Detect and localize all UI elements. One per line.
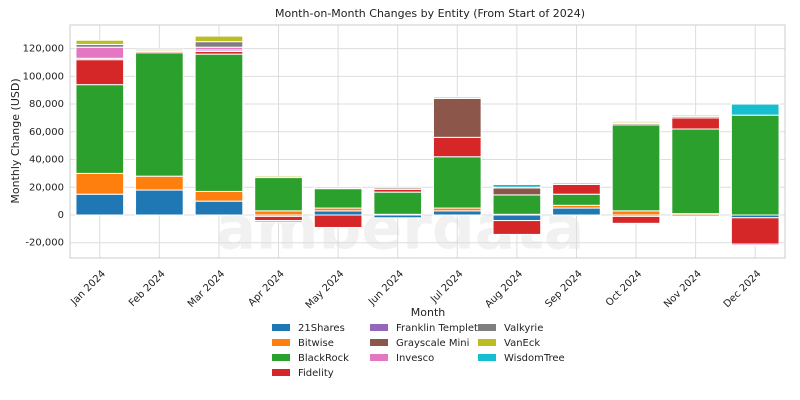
bar-segment <box>492 187 542 196</box>
bar-segment <box>492 220 542 235</box>
x-tick-label: Sep 2024 <box>543 268 584 309</box>
bar-segment <box>75 172 125 195</box>
x-tick-label: Feb 2024 <box>127 268 168 309</box>
bar-segment <box>313 210 363 216</box>
bar-segment <box>254 220 303 223</box>
bar-segment <box>492 214 542 222</box>
legend-swatch <box>370 354 388 361</box>
x-tick-label: May 2024 <box>304 268 347 311</box>
legend-label: BlackRock <box>298 353 349 364</box>
bar-segment <box>194 53 244 192</box>
bar-segment <box>730 217 780 245</box>
plot-frame <box>69 24 786 259</box>
bar-segment <box>432 96 482 100</box>
bar-segment <box>254 175 303 179</box>
legend-label: Fidelity <box>298 368 334 379</box>
bar-segment <box>194 200 244 216</box>
legend-swatch <box>478 339 496 346</box>
legend-label: Grayscale Mini <box>396 338 469 349</box>
x-tick-label: Nov 2024 <box>662 268 704 310</box>
bar-segment <box>135 52 184 177</box>
bar-segment <box>730 114 780 216</box>
bar-segment <box>730 103 780 116</box>
bar-segment <box>254 210 303 216</box>
y-tick-label: 0 <box>58 210 64 221</box>
bar-segment <box>492 194 542 215</box>
legend-label: VanEck <box>504 338 540 349</box>
legend-swatch <box>370 324 388 331</box>
y-tick-label: 60,000 <box>29 127 64 138</box>
bar-segment <box>75 46 125 59</box>
bar-segment <box>730 243 780 247</box>
legend-swatch <box>272 339 290 346</box>
bar-segment <box>254 177 303 212</box>
y-tick-label: 100,000 <box>23 71 64 82</box>
bar-segment <box>432 98 482 138</box>
bar-segment <box>135 48 184 52</box>
x-tick-label: Aug 2024 <box>483 268 525 310</box>
bar-segment <box>75 193 125 216</box>
bar-segment <box>671 114 720 118</box>
bar-segment <box>313 214 363 228</box>
x-tick-label: Mar 2024 <box>186 268 227 309</box>
legend-label: Valkyrie <box>504 323 543 334</box>
x-tick-label: Jan 2024 <box>68 268 108 308</box>
legend-swatch <box>370 339 388 346</box>
bar-segment <box>373 191 423 215</box>
bar-segment <box>552 181 601 184</box>
bar-segment <box>611 215 661 224</box>
bar-segment <box>671 117 720 130</box>
bar-segment <box>492 183 542 188</box>
bar-segment <box>135 175 184 191</box>
legend-swatch <box>478 324 496 331</box>
y-tick-label: -20,000 <box>25 238 64 249</box>
x-tick-label: Jun 2024 <box>366 268 406 308</box>
bar-segment <box>611 210 661 216</box>
bar-segment <box>552 207 601 216</box>
legend-label: WisdomTree <box>504 353 565 364</box>
x-tick-label: Apr 2024 <box>247 268 287 308</box>
bar-segment <box>194 190 244 202</box>
bar-segment <box>432 156 482 209</box>
y-tick-label: 120,000 <box>23 44 64 55</box>
legend-label: Invesco <box>396 353 434 364</box>
bar-segment <box>75 39 125 45</box>
bar-segment <box>313 186 363 189</box>
bar-segment <box>671 128 720 215</box>
legend-swatch <box>272 354 290 361</box>
bar-segment <box>552 183 601 195</box>
x-axis-label: Month <box>411 306 446 319</box>
legend-label: Bitwise <box>298 338 334 349</box>
chart-title: Month-on-Month Changes by Entity (From S… <box>275 7 585 20</box>
legend-label: Franklin Templeton <box>396 323 490 334</box>
bar-segment <box>194 35 244 43</box>
bar-segment <box>373 187 423 190</box>
bar-segment <box>432 210 482 216</box>
y-tick-label: 80,000 <box>29 99 64 110</box>
legend-swatch <box>478 354 496 361</box>
bar-segment <box>552 193 601 206</box>
legend-swatch <box>272 369 290 376</box>
bar-segment <box>313 188 363 209</box>
bar-segment <box>611 124 661 212</box>
x-tick-label: Oct 2024 <box>604 268 644 308</box>
bar-segment <box>135 189 184 216</box>
bar-segment <box>75 59 125 86</box>
bar-segment <box>254 215 303 222</box>
y-axis-label: Monthly Change (USD) <box>9 78 22 203</box>
bar-segment <box>194 41 244 48</box>
y-tick-label: 40,000 <box>29 155 64 166</box>
bar-segment <box>432 136 482 158</box>
bar-segment <box>75 84 125 174</box>
bar-segment <box>611 120 661 124</box>
legend-swatch <box>272 324 290 331</box>
x-tick-label: Jul 2024 <box>428 268 465 305</box>
x-tick-label: Dec 2024 <box>722 268 764 310</box>
y-tick-label: 20,000 <box>29 182 64 193</box>
legend-label: 21Shares <box>298 323 345 334</box>
